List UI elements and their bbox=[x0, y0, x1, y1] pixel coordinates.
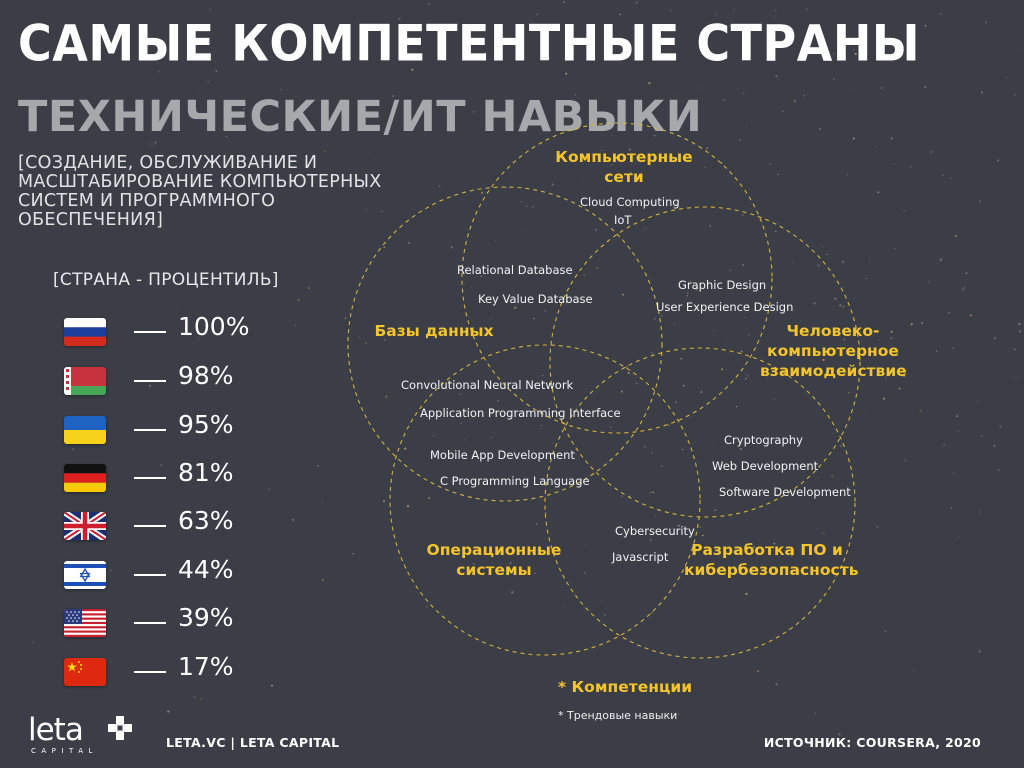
skill-item: Cybersecurity bbox=[615, 524, 695, 538]
venn-circle-databases bbox=[347, 186, 663, 502]
dash-separator bbox=[134, 574, 166, 576]
ranking-value: 63% bbox=[178, 506, 234, 535]
ranking-header: [СТРАНА - ПРОЦЕНТИЛЬ] bbox=[53, 270, 279, 290]
skill-item: Application Programming Interface bbox=[420, 406, 621, 420]
belarus-flag-icon bbox=[64, 367, 106, 395]
dash-separator bbox=[134, 331, 166, 333]
ranking-row-russia: 100% bbox=[64, 312, 304, 352]
footer-source: ИСТОЧНИК: COURSERA, 2020 bbox=[763, 735, 981, 750]
page-title: САМЫЕ КОМПЕТЕНТНЫЕ СТРАНЫ bbox=[18, 14, 921, 73]
ranking-value: 98% bbox=[178, 361, 234, 390]
legend-competencies: * Компетенции bbox=[558, 678, 693, 696]
dash-separator bbox=[134, 477, 166, 479]
skill-item: Graphic Design bbox=[678, 278, 767, 292]
israel-flag-icon bbox=[64, 561, 106, 589]
uk-flag-icon bbox=[64, 512, 106, 540]
skill-item: Cloud Computing bbox=[580, 195, 680, 209]
ranking-row-uk: 63% bbox=[64, 506, 304, 546]
venn-label-software: Разработка ПО и кибербезопасность bbox=[684, 541, 859, 579]
skill-item: Web Development bbox=[712, 459, 819, 473]
skill-item: Convolutional Neural Network bbox=[401, 378, 574, 392]
ranking-value: 44% bbox=[178, 555, 234, 584]
russia-flag-icon bbox=[64, 318, 106, 346]
germany-flag-icon bbox=[64, 464, 106, 492]
venn-label-hci: Человеко- компьютерное взаимодействие bbox=[760, 322, 907, 380]
china-flag-icon bbox=[64, 658, 106, 686]
skill-item: C Programming Language bbox=[440, 474, 590, 488]
ranking-row-usa: 39% bbox=[64, 603, 304, 643]
logo-subtext: CAPITAL bbox=[31, 747, 98, 755]
venn-circle-software bbox=[544, 347, 856, 659]
skill-item: Javascript bbox=[612, 550, 669, 564]
skill-item: Relational Database bbox=[457, 263, 573, 277]
skill-item: Key Value Database bbox=[478, 292, 593, 306]
skill-item: Software Development bbox=[719, 485, 851, 499]
skill-item: Cryptography bbox=[724, 433, 803, 447]
ranking-row-israel: 44% bbox=[64, 555, 304, 595]
usa-flag-icon bbox=[64, 609, 106, 637]
dash-separator bbox=[134, 525, 166, 527]
ranking-value: 95% bbox=[178, 410, 234, 439]
dash-separator bbox=[134, 380, 166, 382]
ranking-value: 39% bbox=[178, 603, 234, 632]
dash-separator bbox=[134, 429, 166, 431]
skill-item: IoT bbox=[614, 213, 632, 227]
ranking-value: 100% bbox=[178, 312, 250, 341]
skill-item: User Experience Design bbox=[656, 300, 794, 314]
ranking-row-germany: 81% bbox=[64, 458, 304, 498]
ranking-value: 81% bbox=[178, 458, 234, 487]
venn-label-databases: Базы данных bbox=[374, 322, 494, 340]
dash-separator bbox=[134, 622, 166, 624]
legend-trending-skills: * Трендовые навыки bbox=[558, 709, 678, 722]
page-subtitle: ТЕХНИЧЕСКИЕ/ИТ НАВЫКИ bbox=[18, 92, 703, 142]
logo-wordmark: leta bbox=[28, 712, 84, 748]
footer-website: LETA.VC | LETA CAPITAL bbox=[166, 735, 340, 750]
ranking-row-china: 17% bbox=[64, 652, 304, 692]
ranking-row-ukraine: 95% bbox=[64, 410, 304, 450]
leta-capital-logo: leta CAPITAL bbox=[28, 712, 138, 758]
ukraine-flag-icon bbox=[64, 416, 106, 444]
ranking-row-belarus: 98% bbox=[64, 361, 304, 401]
venn-circle-hci bbox=[549, 206, 861, 518]
venn-circle-os bbox=[389, 344, 701, 656]
skill-item: Mobile App Development bbox=[430, 448, 575, 462]
venn-circle-networks bbox=[461, 122, 773, 434]
venn-label-networks: Компьютерные сети bbox=[555, 148, 693, 186]
ranking-value: 17% bbox=[178, 652, 234, 681]
dash-separator bbox=[134, 671, 166, 673]
page-description: [СОЗДАНИЕ, ОБСЛУЖИВАНИЕ И МАСШТАБИРОВАНИ… bbox=[18, 153, 382, 230]
logo-cross-icon bbox=[108, 716, 132, 740]
venn-label-os: Операционные системы bbox=[426, 541, 562, 579]
